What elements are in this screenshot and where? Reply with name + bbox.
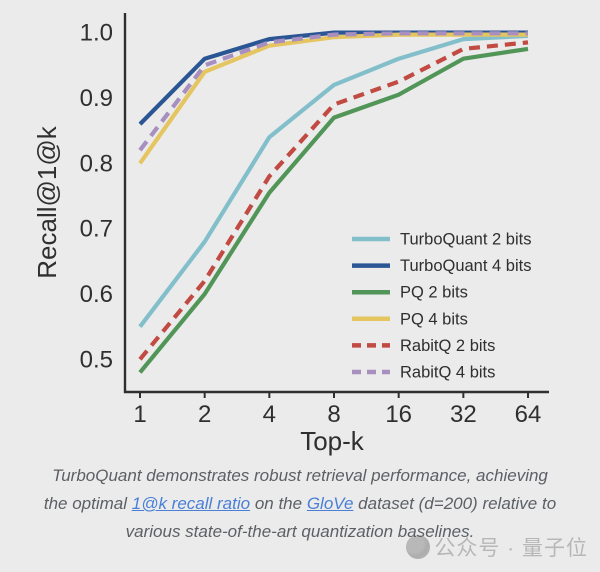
x-tick-label-1: 1 (133, 401, 146, 428)
x-tick-label-64: 64 (515, 401, 542, 428)
x-tick-label-4: 4 (263, 401, 276, 428)
caption-line2-mid: on the (250, 494, 307, 513)
legend-label-pq-4-bits: PQ 4 bits (400, 310, 468, 328)
caption-line2-post: dataset (d=200) relative to (353, 494, 557, 513)
y-tick-label-1.0: 1.0 (80, 20, 113, 47)
caption-line3: various state-of-the-art quantization ba… (125, 522, 475, 541)
y-tick-label-0.8: 0.8 (80, 150, 113, 177)
x-tick-label-8: 8 (327, 401, 340, 428)
legend-label-turboquant-2-bits: TurboQuant 2 bits (400, 231, 531, 249)
qbitai-logo-icon (406, 535, 431, 559)
recall-vs-topk-chart: 1.0 0.9 0.8 0.7 0.6 0.5 1 2 4 8 16 32 64 Top-k Recall@… (32, 13, 549, 456)
caption-line2-pre: the optimal (43, 494, 132, 513)
x-tick-label-16: 16 (385, 401, 412, 428)
y-axis-title: Recall@1@k (32, 125, 62, 278)
series-line-pq-2-bits (138, 46, 529, 374)
series-line-turboquant-2-bits (138, 33, 529, 328)
legend-label-rabitq-4-bits: RabitQ 4 bits (400, 364, 495, 382)
watermark-text: 公众号 · 量子位 (434, 537, 588, 560)
caption-line1: TurboQuant demonstrates robust retrieval… (52, 466, 548, 485)
watermark: 公众号 · 量子位 (406, 532, 588, 562)
legend-label-rabitq-2-bits: RabitQ 2 bits (400, 337, 495, 355)
legend-label-turboquant-4-bits: TurboQuant 4 bits (400, 257, 531, 275)
x-tick-label-32: 32 (450, 401, 477, 428)
figure-caption: TurboQuant demonstrates robust retrieval… (0, 462, 600, 546)
link-glove[interactable]: GloVe (306, 494, 354, 513)
y-tick-label-0.9: 0.9 (80, 85, 113, 112)
series-line-rabitq-2-bits (138, 40, 529, 361)
series-line-pq-4-bits (138, 32, 528, 165)
y-tick-label-0.7: 0.7 (80, 216, 113, 243)
series-line-rabitq-4-bits (138, 31, 528, 152)
y-tick-label-0.5: 0.5 (80, 346, 113, 373)
link-1at-k-recall-ratio[interactable]: 1@k recall ratio (131, 494, 251, 513)
legend-label-pq-2-bits: PQ 2 bits (400, 284, 468, 302)
x-axis-title: Top-k (300, 426, 365, 456)
x-tick-label-2: 2 (198, 401, 211, 428)
y-tick-label-0.6: 0.6 (80, 281, 113, 308)
